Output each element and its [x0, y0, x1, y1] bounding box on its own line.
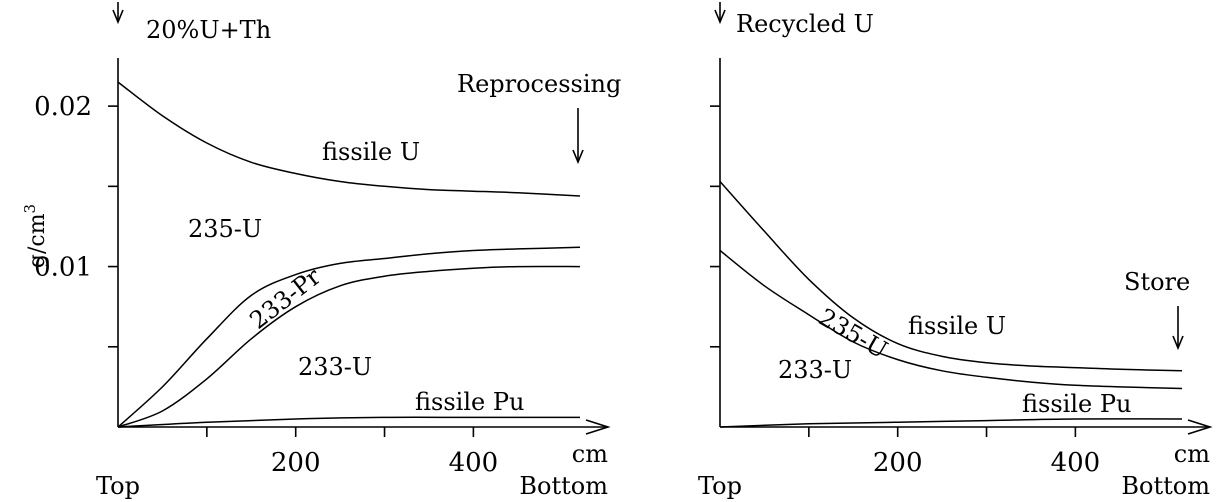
series-label-fissile-u: fissile U [322, 138, 420, 166]
left-panel: 200 400 0.02 0.01 Top Bottom cm g/cm3 20%U+Th Rep… [21, 2, 621, 500]
series-label-233-pr: 233-Pr [244, 262, 326, 335]
input-label: 20%U+Th [146, 16, 271, 44]
series-line-233-u [117, 265, 581, 428]
series-line-fissile-pu [117, 416, 580, 428]
series-line-233-pr [117, 246, 581, 428]
series-label-233-u: 233-U [298, 353, 372, 381]
output-label: Reprocessing [457, 70, 621, 98]
series-label-fissile-u: fissile U [908, 312, 1006, 340]
output-label: Store [1124, 268, 1190, 296]
x-unit-label: cm [1174, 440, 1210, 468]
y-axis-label: g/cm3 [21, 204, 50, 268]
region-label-233-u: 233-U [778, 356, 852, 384]
x-axis-arrowhead [585, 419, 611, 435]
y-tick-label: 0.02 [34, 92, 92, 122]
x-tick-label: 200 [873, 448, 923, 478]
region-label-235-u: 235-U [188, 215, 262, 243]
x-unit-label: cm [572, 440, 608, 468]
series-line-fissile-u [117, 81, 581, 197]
series-line-235-u [719, 249, 1183, 390]
input-label: Recycled U [736, 10, 874, 38]
x-tick-label: 400 [1051, 448, 1101, 478]
series-line-fissile-u [719, 181, 1183, 372]
right-panel: 200 400 Top Bottom cm Recycled U Store fissile … [698, 2, 1213, 500]
x-end-label: Bottom [1121, 472, 1210, 500]
x-start-label: Top [96, 472, 140, 500]
x-tick-label: 200 [271, 448, 321, 478]
series-label-fissile-pu: fissile Pu [1022, 390, 1131, 418]
x-axis-arrowhead [1187, 419, 1213, 435]
series-line-fissile-pu [719, 418, 1183, 428]
output-arrowhead [572, 149, 584, 165]
x-tick-label: 400 [449, 448, 499, 478]
y-axis-label-unit: g/cm [25, 213, 50, 268]
y-axis-label-superscript: 3 [21, 204, 39, 214]
input-arrowhead [714, 9, 726, 25]
output-arrowhead [1172, 335, 1184, 351]
y-tick-label: 0.01 [34, 253, 92, 283]
series-label-fissile-pu: fissile Pu [415, 388, 524, 416]
x-end-label: Bottom [519, 472, 608, 500]
input-arrowhead [112, 9, 124, 25]
x-start-label: Top [698, 472, 742, 500]
